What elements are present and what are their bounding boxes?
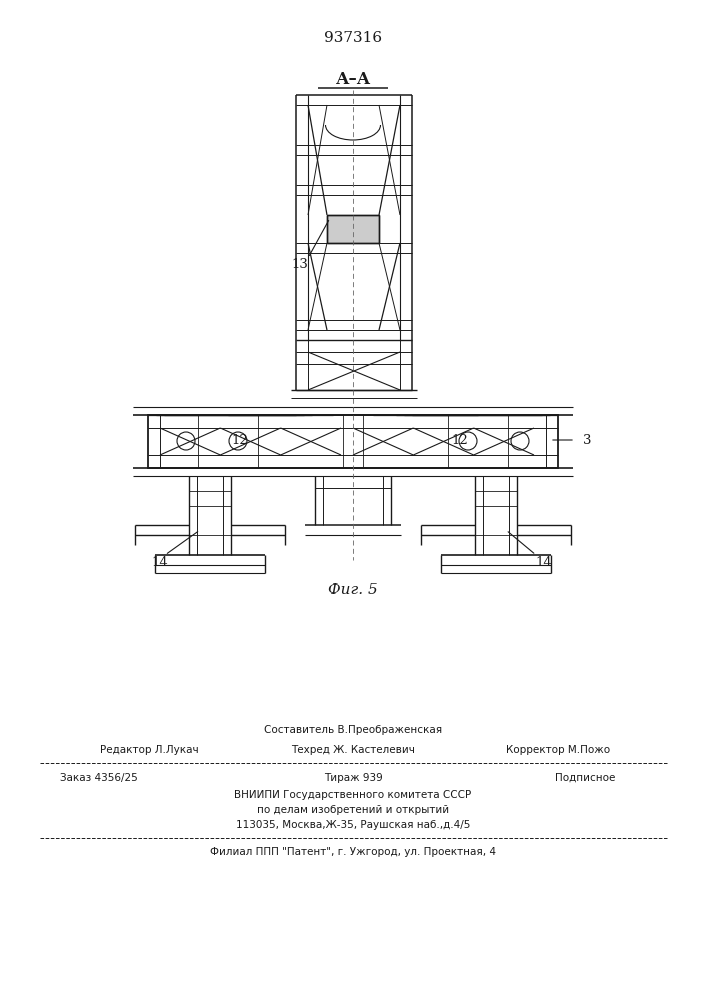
Text: Фиг. 5: Фиг. 5 <box>328 583 378 597</box>
Text: Редактор Л.Лукач: Редактор Л.Лукач <box>100 745 199 755</box>
Text: ВНИИПИ Государственного комитета СССР: ВНИИПИ Государственного комитета СССР <box>235 790 472 800</box>
Text: 14: 14 <box>536 556 552 568</box>
Text: по делам изобретений и открытий: по делам изобретений и открытий <box>257 805 449 815</box>
Text: 12: 12 <box>232 434 248 446</box>
Text: Составитель В.Преображенская: Составитель В.Преображенская <box>264 725 442 735</box>
Text: 937316: 937316 <box>324 31 382 45</box>
Text: 12: 12 <box>452 434 468 446</box>
Text: Филиал ППП "Патент", г. Ужгород, ул. Проектная, 4: Филиал ППП "Патент", г. Ужгород, ул. Про… <box>210 847 496 857</box>
Bar <box>327 215 379 243</box>
Text: Подписное: Подписное <box>554 773 615 783</box>
Text: 113035, Москва,Ж-35, Раушская наб.,д.4/5: 113035, Москва,Ж-35, Раушская наб.,д.4/5 <box>236 820 470 830</box>
Text: Тираж 939: Тираж 939 <box>324 773 382 783</box>
Text: Заказ 4356/25: Заказ 4356/25 <box>60 773 138 783</box>
Text: 13: 13 <box>291 258 308 271</box>
Bar <box>148 415 558 468</box>
Text: А–А: А–А <box>335 72 370 89</box>
Text: Техред Ж. Кастелевич: Техред Ж. Кастелевич <box>291 745 415 755</box>
Text: Корректор М.Пожо: Корректор М.Пожо <box>506 745 610 755</box>
Text: 14: 14 <box>151 556 168 568</box>
Bar <box>327 215 379 243</box>
Text: 3: 3 <box>583 434 592 446</box>
